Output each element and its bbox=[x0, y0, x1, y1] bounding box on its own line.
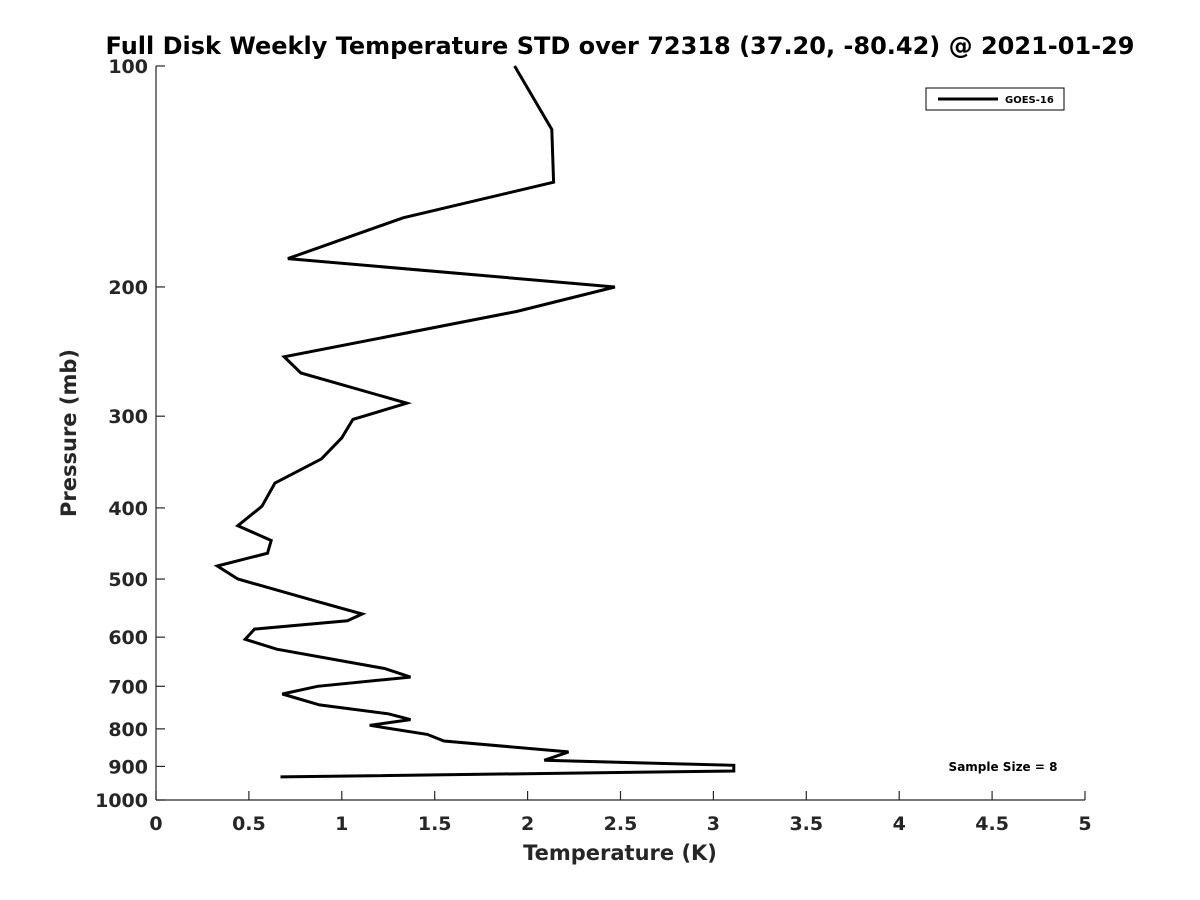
y-tick-label: 500 bbox=[108, 569, 148, 591]
y-tick-label: 300 bbox=[108, 406, 148, 428]
y-tick-label: 400 bbox=[108, 498, 148, 520]
series-line-goes-16 bbox=[213, 65, 736, 779]
y-ticks: 100 200 300 400 500 600 700 800 900 1000 bbox=[95, 56, 165, 812]
y-tick-label: 600 bbox=[108, 627, 148, 649]
y-tick-label: 200 bbox=[108, 277, 148, 299]
x-tick-label: 0.5 bbox=[232, 813, 266, 835]
y-tick-label: 900 bbox=[108, 756, 148, 778]
x-ticks: 0 0.5 1 1.5 2 2.5 3 3.5 4 4.5 5 bbox=[149, 791, 1092, 835]
y-tick-label: 100 bbox=[108, 56, 148, 78]
sample-size-note: Sample Size = 8 bbox=[949, 760, 1058, 774]
x-tick-label: 4 bbox=[893, 813, 906, 835]
y-axis-label: Pressure (mb) bbox=[57, 349, 81, 517]
x-tick-label: 1 bbox=[335, 813, 348, 835]
y-tick-label: 700 bbox=[108, 676, 148, 698]
legend-label: GOES-16 bbox=[1005, 95, 1054, 106]
x-tick-label: 2.5 bbox=[604, 813, 638, 835]
x-axis-label: Temperature (K) bbox=[523, 841, 717, 865]
x-tick-label: 5 bbox=[1078, 813, 1091, 835]
x-tick-label: 0 bbox=[149, 813, 162, 835]
legend: GOES-16 bbox=[925, 87, 1065, 111]
x-tick-label: 4.5 bbox=[975, 813, 1009, 835]
y-tick-label: 1000 bbox=[95, 790, 148, 812]
chart-title: Full Disk Weekly Temperature STD over 72… bbox=[106, 32, 1135, 60]
y-tick-label: 800 bbox=[108, 719, 148, 741]
x-tick-label: 1.5 bbox=[418, 813, 452, 835]
x-tick-label: 2 bbox=[521, 813, 534, 835]
x-tick-label: 3 bbox=[707, 813, 720, 835]
x-tick-label: 3.5 bbox=[789, 813, 823, 835]
